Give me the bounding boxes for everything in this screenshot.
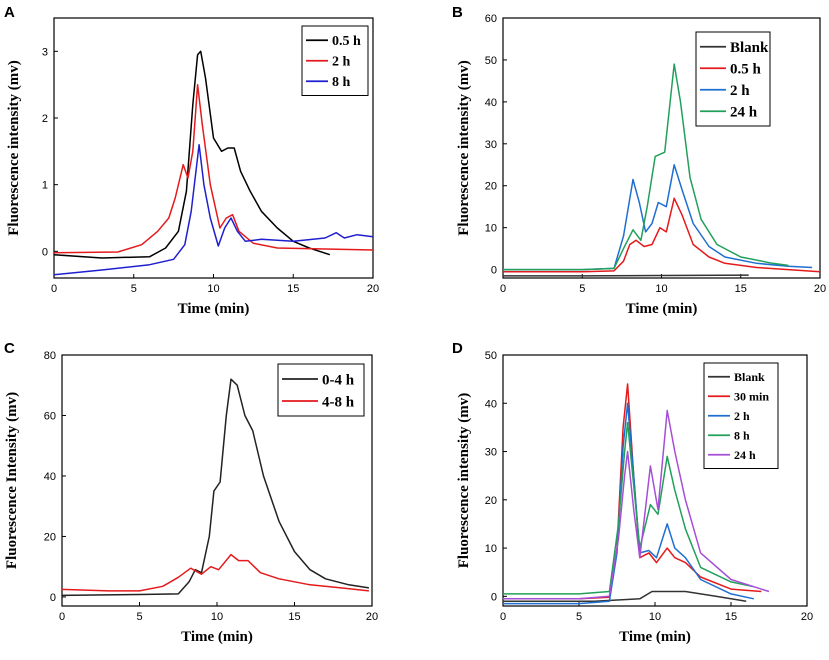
- series-line-2-h: [503, 164, 813, 271]
- y-tick-label: 20: [485, 181, 497, 193]
- chart-panel-d: D 0 5 10 15 20 0 10 20 30 40 50 Time (min) Fluorescen…: [452, 340, 813, 645]
- x-tick-label: 0: [500, 611, 506, 623]
- series-line-0.5-h: [503, 197, 821, 273]
- legend-label: 30 min: [734, 389, 769, 403]
- y-tick-label: 10: [485, 543, 497, 555]
- series-line-24-h: [503, 409, 770, 600]
- x-tick-label: 20: [814, 283, 826, 295]
- chart-panel-b: B 0 5 10 15 20 0 10 20 30 40 50 60 Time (min) Fluoresc…: [452, 4, 826, 317]
- y-tick-label: 50: [485, 55, 497, 67]
- legend-label: 0.5 h: [332, 34, 361, 49]
- y-tick-label: 3: [42, 46, 48, 58]
- panel-letter: D: [452, 340, 463, 357]
- legend-label: 2 h: [332, 55, 351, 70]
- legend-label: Blank: [734, 370, 765, 384]
- x-axis-title: Time (min): [181, 629, 253, 645]
- x-tick-label: 5: [579, 283, 585, 295]
- x-tick-label: 10: [649, 611, 661, 623]
- y-tick-label: 30: [485, 447, 497, 459]
- y-tick-label: 0: [42, 246, 48, 258]
- y-tick-label: 1: [42, 180, 48, 192]
- legend-label: 4-8 h: [322, 394, 355, 410]
- y-tick-label: 20: [485, 495, 497, 507]
- x-tick-label: 20: [801, 611, 813, 623]
- legend-label: 8 h: [734, 428, 750, 442]
- y-tick-label: 40: [485, 97, 497, 109]
- plot-frame: [502, 17, 821, 279]
- x-tick-label: 5: [136, 611, 142, 623]
- legend: Blank 30 min 2 h 8 h 24 h: [703, 362, 779, 469]
- y-tick-label: 20: [44, 531, 56, 543]
- x-tick-label: 5: [131, 283, 137, 295]
- series-line-8-h: [503, 421, 754, 595]
- x-tick-label: 15: [725, 611, 737, 623]
- legend-label: 2 h: [730, 83, 750, 99]
- y-axis-title: Fluorescence intensity (mv): [456, 60, 472, 236]
- panel-letter: A: [4, 4, 15, 21]
- x-axis-title: Time (min): [619, 629, 691, 645]
- x-tick-label: 20: [367, 283, 379, 295]
- y-tick-label: 0: [491, 591, 497, 603]
- legend-box: [277, 363, 365, 417]
- legend: 0.5 h 2 h 8 h: [301, 25, 369, 96]
- series-line-2-h: [53, 83, 374, 254]
- x-axis-title: Time (min): [626, 301, 698, 317]
- x-tick-label: 10: [207, 283, 219, 295]
- series-line-0-4-h: [61, 378, 370, 597]
- chart-panel-a: A 0 5 10 15 20 0 1 2 3 Time (min) Fluorescence inte…: [4, 4, 379, 317]
- x-axis-title: Time (min): [178, 301, 250, 317]
- chart-panel-c: C 0 5 10 15 20 0 20 40 60 80 Time (min) Fluorescence…: [4, 340, 378, 645]
- series-line-0.5-h: [53, 50, 331, 259]
- legend-box: [695, 31, 771, 127]
- y-tick-label: 30: [485, 139, 497, 151]
- y-axis-title: Fluorescence Intensity (mv): [4, 392, 20, 569]
- x-tick-label: 5: [576, 611, 582, 623]
- x-tick-label: 10: [655, 283, 667, 295]
- legend-label: 8 h: [332, 75, 351, 90]
- legend-label: 0-4 h: [322, 372, 355, 388]
- y-tick-label: 0: [50, 592, 56, 604]
- legend-label: 24 h: [730, 105, 758, 121]
- legend-label: 24 h: [734, 448, 756, 462]
- x-tick-label: 0: [59, 611, 65, 623]
- y-tick-label: 0: [491, 265, 497, 277]
- y-axis-title: Fluorescence intensity (mv): [456, 393, 472, 569]
- x-tick-label: 0: [500, 283, 506, 295]
- x-tick-label: 15: [288, 611, 300, 623]
- y-axis-title: Fluorescence intensity (mv): [6, 60, 22, 236]
- x-tick-label: 15: [735, 283, 747, 295]
- legend-label: 2 h: [734, 409, 750, 423]
- series-line-Blank: [503, 274, 749, 277]
- legend-label: Blank: [730, 40, 769, 56]
- y-tick-label: 2: [42, 113, 48, 125]
- legend: Blank 0.5 h 2 h 24 h: [695, 31, 771, 127]
- y-tick-label: 80: [44, 350, 56, 362]
- y-tick-label: 60: [485, 13, 497, 25]
- series-line-8-h: [53, 143, 374, 276]
- legend: 0-4 h 4-8 h: [277, 363, 365, 417]
- x-tick-label: 10: [211, 611, 223, 623]
- y-tick-label: 50: [485, 350, 497, 362]
- x-tick-label: 0: [51, 283, 57, 295]
- series-line-24-h: [503, 63, 789, 271]
- series-line-4-8-h: [61, 553, 369, 592]
- series-line-Blank: [503, 590, 747, 602]
- y-tick-label: 60: [44, 410, 56, 422]
- series-line-2-h: [503, 402, 754, 605]
- panel-letter: C: [4, 340, 15, 357]
- y-tick-label: 10: [485, 223, 497, 235]
- x-tick-label: 15: [287, 283, 299, 295]
- x-tick-label: 20: [366, 611, 378, 623]
- y-tick-label: 40: [44, 471, 56, 483]
- legend-label: 0.5 h: [730, 62, 762, 78]
- y-tick-label: 40: [485, 398, 497, 410]
- panel-letter: B: [452, 4, 463, 21]
